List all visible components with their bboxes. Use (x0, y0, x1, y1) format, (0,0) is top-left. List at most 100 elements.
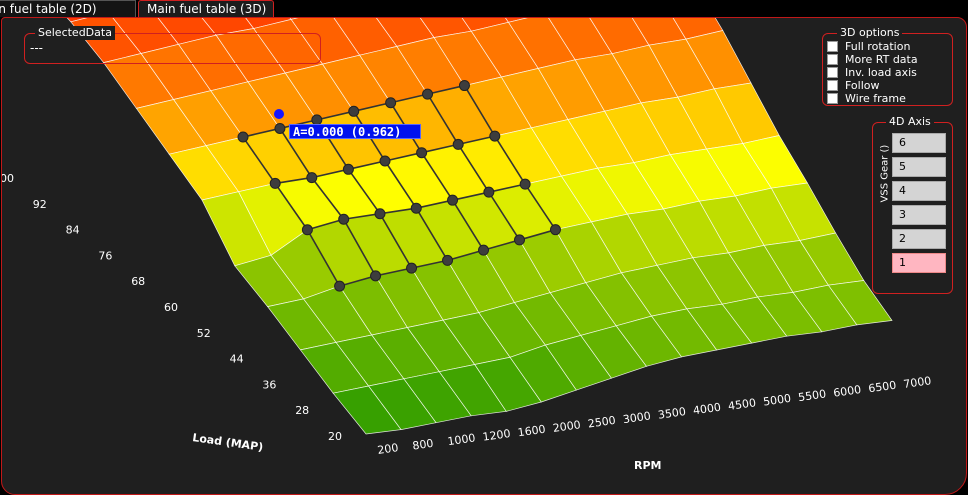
selection-grid-line (348, 160, 386, 171)
selection-marker[interactable] (406, 262, 418, 274)
selection-grid-line (342, 218, 377, 277)
selection-grid-line (488, 191, 521, 241)
fuel-table-3d-panel: 200 800 1000 1200 1600 2000 2500 3000 3500 4000 45… (1, 17, 967, 495)
selection-grid-line (421, 143, 459, 154)
selection-marker[interactable] (489, 130, 501, 142)
selection-marker[interactable] (478, 244, 490, 256)
selection-marker[interactable] (519, 178, 531, 190)
selection-marker[interactable] (301, 224, 313, 236)
realtime-cursor-dot (274, 109, 284, 119)
x-tick-label: 6500 (868, 379, 898, 396)
wire-frame-checkbox[interactable]: Wire frame (827, 92, 906, 105)
surface-cell[interactable] (827, 280, 893, 326)
x-tick-label: 1600 (517, 423, 547, 440)
y-tick-label: 36 (262, 378, 276, 391)
gear-5-button[interactable]: 5 (892, 157, 946, 177)
checkbox-box[interactable] (827, 93, 838, 104)
full-rotation-checkbox[interactable]: Full rotation (827, 40, 910, 53)
selected-data-legend: SelectedData (35, 26, 115, 40)
y-tick-label: 100 (2, 172, 14, 185)
selection-grid-line (452, 191, 490, 201)
selection-marker[interactable] (374, 208, 386, 220)
selection-grid-line (306, 229, 341, 287)
selection-marker[interactable] (370, 270, 382, 282)
x-axis-title: RPM (634, 459, 661, 472)
x-tick-label: 3500 (657, 405, 687, 422)
x-tick-label: 2000 (552, 418, 582, 435)
y-tick-label: 68 (131, 275, 145, 288)
x-tick-label: 4500 (727, 396, 757, 413)
selection-grid-line (416, 199, 453, 209)
tab-main-fuel-table-2d[interactable]: in fuel table (2D) (0, 0, 136, 17)
selection-marker[interactable] (549, 224, 561, 236)
vss-gear-axis-title: VSS Gear () (879, 144, 891, 203)
selection-grid-line (343, 212, 381, 221)
y-tick-label: 20 (328, 430, 342, 443)
selection-marker[interactable] (342, 163, 354, 175)
selection-grid-line (458, 135, 495, 146)
selection-grid-line (347, 168, 381, 215)
selection-grid-line (447, 249, 484, 262)
x-tick-label: 2500 (587, 414, 617, 431)
more-rt-data-checkbox[interactable]: More RT data (827, 53, 918, 66)
selection-marker[interactable] (334, 280, 346, 292)
tab-bar: in fuel table (2D) Main fuel table (3D) (0, 0, 968, 18)
x-tick-label: 1000 (447, 431, 477, 448)
x-tick-label: 1200 (482, 427, 512, 444)
selection-marker[interactable] (483, 186, 495, 198)
gear-4-button[interactable]: 4 (892, 181, 946, 201)
x-tick-label: 3000 (622, 409, 652, 426)
follow-label: Follow (845, 79, 880, 92)
y-tick-label: 84 (66, 224, 80, 237)
selection-grid-line (524, 183, 557, 231)
axis-labels: 200 800 1000 1200 1600 2000 2500 3000 3500 4000 45… (2, 172, 932, 472)
selection-marker[interactable] (458, 80, 470, 92)
selection-marker[interactable] (422, 88, 434, 100)
selection-marker[interactable] (237, 131, 249, 143)
selection-marker[interactable] (442, 254, 454, 266)
selection-marker[interactable] (379, 155, 391, 167)
selection-grid-line (339, 275, 376, 287)
selection-marker[interactable] (514, 234, 526, 246)
axis-4d-group: 4D Axis VSS Gear () 6 5 4 3 2 1 (872, 115, 953, 294)
selection-marker[interactable] (274, 122, 286, 134)
y-tick-label: 28 (295, 404, 309, 417)
selection-marker[interactable] (338, 213, 350, 225)
checkbox-box[interactable] (827, 54, 838, 65)
gear-6-button[interactable]: 6 (892, 133, 946, 153)
tab-main-fuel-table-3d[interactable]: Main fuel table (3D) (138, 0, 274, 17)
selection-grid-line (353, 101, 391, 113)
selection-grid-line (427, 84, 465, 95)
selection-grid-line (316, 110, 354, 121)
follow-checkbox[interactable]: Follow (827, 79, 880, 92)
gear-1-button[interactable]: 1 (892, 253, 946, 273)
inv-load-axis-checkbox[interactable]: Inv. load axis (827, 66, 917, 79)
selection-marker[interactable] (416, 147, 428, 159)
selected-data-value: --- (30, 41, 43, 55)
selection-grid-line (415, 207, 449, 261)
x-tick-label: 4000 (692, 401, 722, 418)
fuel-surface-chart[interactable]: 200 800 1000 1200 1600 2000 2500 3000 3500 4000 45… (2, 18, 966, 494)
selection-marker[interactable] (385, 97, 397, 109)
selection-marker[interactable] (447, 194, 459, 206)
y-tick-label: 92 (33, 198, 47, 211)
selection-grid-line (488, 183, 526, 193)
selection-marker[interactable] (269, 177, 281, 189)
y-tick-label: 52 (197, 327, 211, 340)
y-tick-label: 60 (164, 301, 178, 314)
selection-grid-line (242, 136, 276, 184)
gear-2-button[interactable]: 2 (892, 229, 946, 249)
wire-frame-label: Wire frame (845, 92, 906, 105)
checkbox-box[interactable] (827, 80, 838, 91)
inv-load-axis-label: Inv. load axis (845, 66, 917, 79)
y-tick-label: 44 (230, 353, 244, 366)
checkbox-box[interactable] (827, 41, 838, 52)
selection-marker[interactable] (348, 105, 360, 117)
y-axis-title: Load (MAP) (192, 431, 264, 454)
selection-marker[interactable] (306, 172, 318, 184)
selection-marker[interactable] (410, 202, 422, 214)
selection-marker[interactable] (452, 138, 464, 150)
selection-grid-line (519, 228, 556, 241)
gear-3-button[interactable]: 3 (892, 205, 946, 225)
checkbox-box[interactable] (827, 67, 838, 78)
